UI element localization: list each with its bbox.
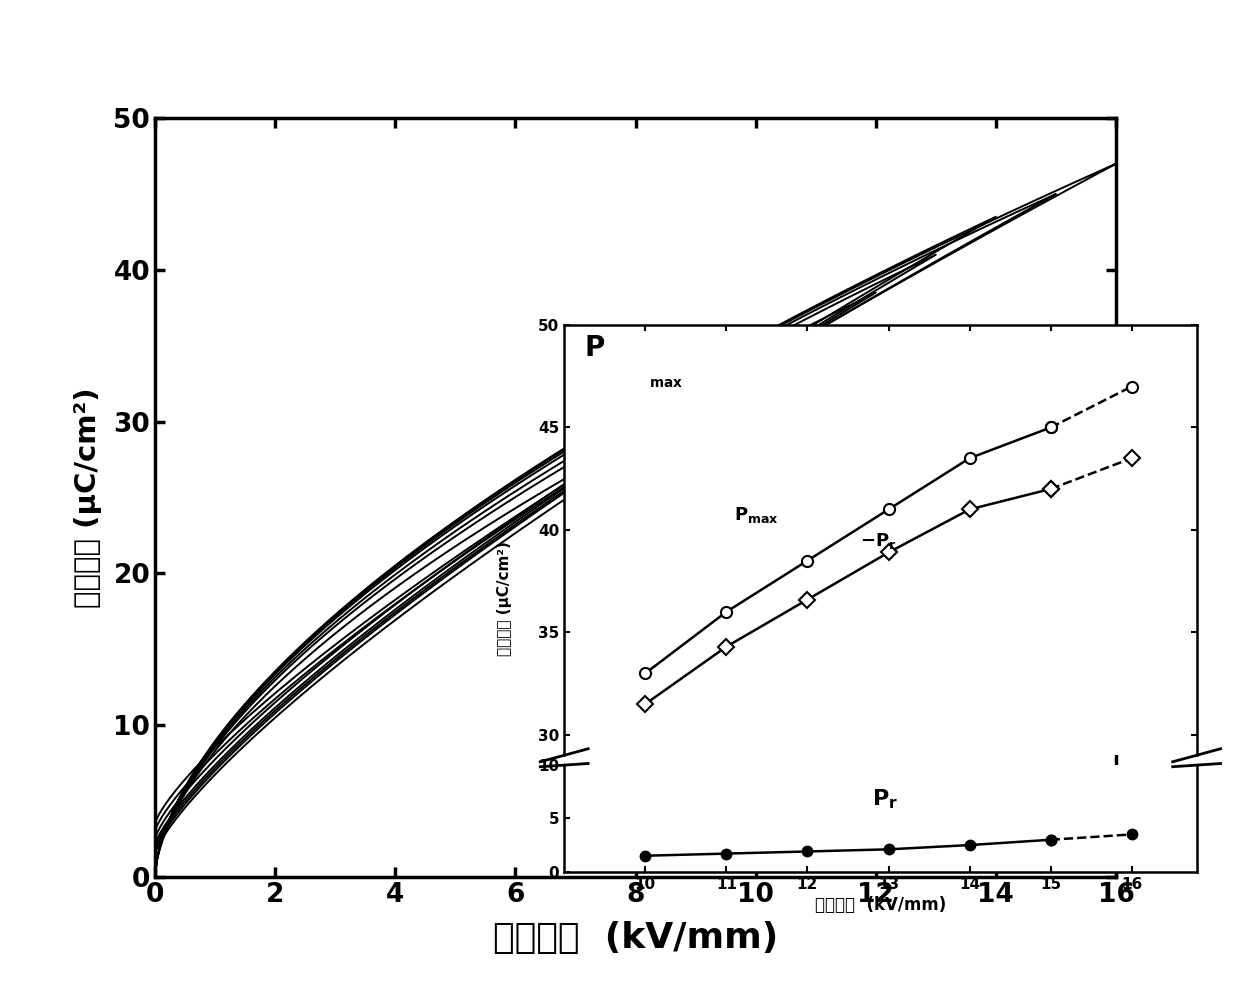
Text: $\mathbf{P_{max}}$: $\mathbf{P_{max}}$ (734, 504, 780, 525)
Text: $\mathbf{P_r}$: $\mathbf{P_r}$ (872, 788, 898, 812)
Text: $\mathbf{_{max}}$: $\mathbf{_{max}}$ (650, 371, 683, 390)
Text: $\mathbf{P}$: $\mathbf{P}$ (584, 334, 605, 361)
Y-axis label: 极化强度 (μC/cm²): 极化强度 (μC/cm²) (74, 387, 102, 608)
X-axis label: 电场强度  (kV/mm): 电场强度 (kV/mm) (815, 895, 946, 914)
X-axis label: 电场强度  (kV/mm): 电场强度 (kV/mm) (492, 921, 779, 955)
Text: $\mathbf{-P_r}$: $\mathbf{-P_r}$ (861, 531, 897, 552)
Text: 极化强度 (μC/cm²): 极化强度 (μC/cm²) (497, 541, 512, 656)
